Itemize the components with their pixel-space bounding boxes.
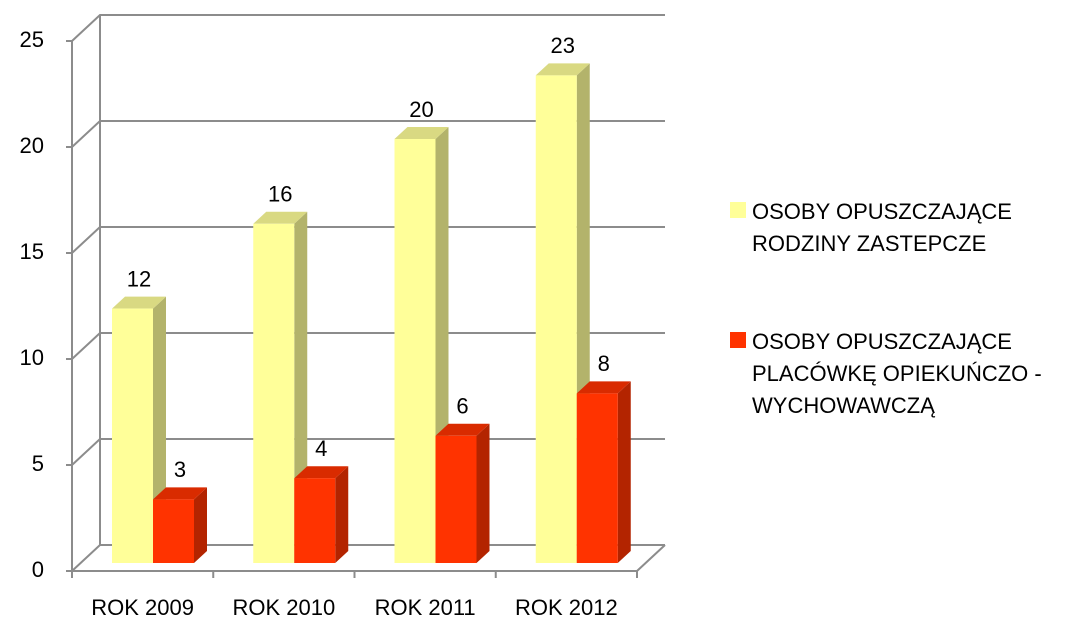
legend-label: OSOBY OPUSZCZAJĄCE PLACÓWKĘ OPIEKUŃCZO -… <box>752 329 1042 418</box>
value-label: 6 <box>456 394 468 419</box>
x-tick-label: ROK 2010 <box>233 595 336 620</box>
bar <box>576 393 618 563</box>
value-label: 8 <box>598 351 610 376</box>
bar <box>153 499 194 563</box>
value-label: 3 <box>174 457 186 482</box>
y-tick-label: 25 <box>20 27 44 52</box>
bar-top <box>435 423 490 436</box>
x-tick-label: ROK 2012 <box>515 595 618 620</box>
bar-side <box>476 423 490 563</box>
bar-top <box>535 63 590 76</box>
legend-item: OSOBY OPUSZCZAJĄCE PLACÓWKĘ OPIEKUŃCZO -… <box>730 326 1042 422</box>
value-label: 4 <box>315 436 327 461</box>
bar-side <box>335 466 349 563</box>
grid-line <box>71 332 665 360</box>
bar-side <box>194 487 207 563</box>
x-tick-label: ROK 2009 <box>91 595 194 620</box>
y-tick-label: 0 <box>32 557 44 582</box>
legend-label: OSOBY OPUSZCZAJĄCE RODZINY ZASTEPCZE <box>752 199 1012 256</box>
grid-line <box>71 120 665 148</box>
x-tick-label: ROK 2011 <box>375 595 476 620</box>
bar <box>112 308 153 563</box>
bar-side <box>617 381 631 563</box>
bar-top <box>112 296 166 309</box>
legend-swatch <box>730 332 746 348</box>
grid-line <box>71 226 665 254</box>
y-tick-label: 10 <box>20 345 44 370</box>
bar <box>294 478 336 563</box>
value-label: 16 <box>268 182 292 207</box>
bar <box>253 223 295 564</box>
bar <box>394 139 436 563</box>
bar-top <box>153 487 207 500</box>
floor-right <box>636 544 666 572</box>
value-label: 23 <box>551 33 575 58</box>
bar-top <box>253 211 308 224</box>
bar-top <box>394 127 449 139</box>
bar <box>435 435 477 563</box>
value-label: 12 <box>127 266 151 291</box>
bar-top <box>294 466 349 479</box>
grid-line <box>71 14 665 42</box>
legend-swatch <box>730 202 746 218</box>
bar-top <box>576 381 631 394</box>
y-tick-label: 15 <box>20 239 44 264</box>
y-tick-label: 20 <box>20 133 44 158</box>
bar <box>535 75 577 564</box>
y-tick-label: 5 <box>32 451 44 476</box>
value-label: 20 <box>409 97 433 122</box>
legend-item: OSOBY OPUSZCZAJĄCE RODZINY ZASTEPCZE <box>730 196 1042 260</box>
